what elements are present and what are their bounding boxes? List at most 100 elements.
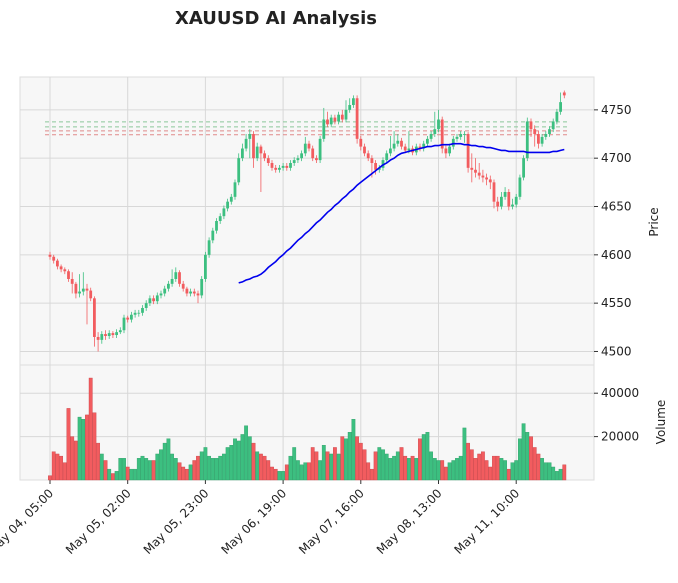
volume-bar — [177, 462, 182, 481]
x-tick-label: May 07, 16:00 — [296, 486, 367, 557]
volume-bar — [240, 434, 245, 481]
candle-body — [104, 334, 107, 337]
candle-body — [348, 105, 352, 110]
volume-tick-label: 40000 — [601, 386, 639, 400]
candle-body — [189, 291, 192, 294]
volume-bar — [466, 442, 470, 481]
volume-bar — [118, 458, 123, 481]
volume-bar — [259, 453, 263, 481]
candle-body — [229, 196, 233, 202]
volume-bar — [488, 466, 493, 481]
candle-body — [477, 172, 481, 176]
volume-bar — [281, 471, 285, 481]
candle-body — [429, 134, 433, 139]
candle-body — [237, 158, 241, 183]
volume-bar — [377, 447, 382, 481]
candle-body — [159, 293, 163, 296]
volume-bar — [388, 458, 393, 481]
candle-body — [555, 111, 559, 122]
candle-body — [211, 230, 215, 241]
volume-bar — [506, 468, 511, 481]
moving-average-line — [238, 142, 565, 284]
volume-bar — [147, 460, 152, 481]
candle-body — [281, 165, 285, 168]
candle-body — [300, 153, 303, 159]
candle-body — [303, 143, 307, 154]
volume-bar — [66, 408, 71, 481]
volume-bar — [525, 432, 530, 481]
candle-body — [174, 272, 178, 279]
volume-bar — [59, 455, 64, 481]
volume-bar — [499, 458, 504, 481]
volume-bar — [366, 462, 371, 481]
y-tick-label: 4600 — [601, 248, 632, 262]
volume-bar — [458, 455, 463, 481]
candle-body — [111, 333, 115, 336]
candle-body — [96, 336, 100, 340]
volume-bar — [159, 449, 163, 481]
candle-body — [192, 291, 196, 294]
candle-body — [263, 153, 266, 159]
candle-body — [155, 295, 159, 302]
volume-bar — [321, 445, 326, 481]
candle-body — [537, 134, 540, 144]
volume-bar — [188, 464, 193, 481]
candle-body — [507, 192, 511, 207]
volume-bar — [214, 458, 219, 481]
y-tick-label: 4550 — [601, 296, 632, 310]
volume-bar — [425, 432, 430, 481]
candle-body — [200, 278, 204, 296]
candle-body — [318, 138, 322, 161]
volume-bar — [351, 419, 356, 481]
candle-body — [152, 298, 155, 302]
volume-bar — [292, 447, 297, 481]
x-tick-label: May 05, 23:00 — [141, 486, 212, 557]
volume-bar — [140, 455, 145, 481]
candle-body — [126, 317, 130, 320]
volume-bar — [429, 451, 433, 481]
candle-body — [167, 283, 170, 289]
candle-body — [392, 143, 396, 149]
volume-bar — [444, 466, 448, 481]
candle-body — [322, 119, 326, 139]
volume-bar — [151, 460, 156, 481]
volume-bar — [536, 453, 541, 481]
price-panel — [19, 76, 595, 366]
volume-bar — [77, 416, 82, 481]
volume-bar — [418, 438, 422, 481]
volume-bar — [122, 458, 126, 481]
volume-bar — [325, 451, 330, 481]
volume-bar — [484, 460, 489, 481]
volume-bar — [144, 458, 149, 481]
candle-body — [407, 148, 411, 151]
candle-body — [344, 109, 348, 120]
volume-bar — [166, 438, 171, 481]
candle-body — [255, 146, 259, 159]
candle-body — [315, 158, 318, 161]
candle-body — [370, 158, 374, 164]
candle-body — [163, 288, 167, 294]
volume-bar — [318, 460, 322, 481]
volume-bar — [373, 451, 378, 481]
y-axis-label: Price — [647, 207, 661, 236]
candle-body — [118, 330, 122, 333]
candle-body — [470, 167, 474, 170]
candle-body — [514, 196, 518, 205]
candle-body — [422, 143, 426, 149]
volume-bar — [184, 468, 189, 481]
volume-bar — [296, 460, 300, 481]
volume-bar — [55, 453, 60, 481]
volume-bar — [462, 427, 467, 481]
candle-body — [562, 92, 566, 96]
volume-bar — [514, 460, 519, 481]
candle-body — [548, 129, 551, 135]
candle-body — [396, 140, 400, 144]
chart-title: XAUUSD AI Analysis — [175, 8, 377, 29]
volume-bar — [221, 453, 226, 481]
candle-body — [52, 256, 56, 261]
volume-bar — [340, 436, 345, 481]
candle-body — [252, 134, 255, 159]
volume-bar — [196, 455, 200, 481]
candle-body — [511, 204, 514, 207]
